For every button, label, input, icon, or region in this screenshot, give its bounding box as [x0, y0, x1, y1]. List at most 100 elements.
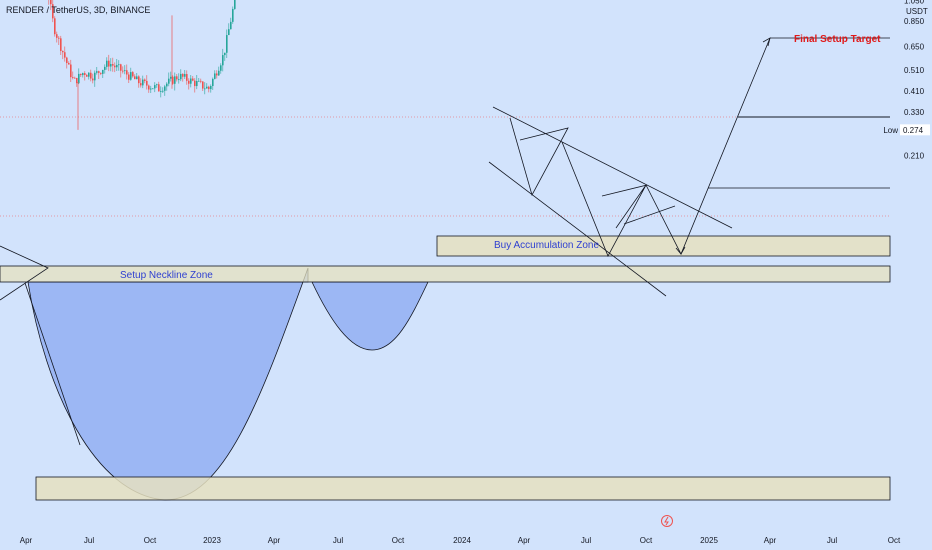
candle-body	[88, 72, 90, 77]
candle-body	[58, 37, 60, 39]
candle-body	[110, 64, 112, 67]
candle-body	[56, 34, 58, 38]
candle-body	[126, 70, 128, 75]
candle-body	[128, 74, 130, 80]
x-tick-label: Apr	[518, 536, 531, 545]
arrow-target	[762, 37, 771, 47]
y-tick-label: 1.050	[904, 0, 925, 6]
candle-body	[116, 64, 118, 68]
candle-body	[146, 80, 148, 86]
candle-body	[220, 65, 222, 71]
candle-body	[104, 66, 106, 70]
pattern-lines	[0, 37, 771, 446]
target-label: Final Setup Target	[794, 34, 881, 45]
x-tick-label: Oct	[640, 536, 653, 545]
x-tick-label: Oct	[392, 536, 405, 545]
price-tags: 30.67213.838High13.6676.6264.9982d 7h0.2…	[883, 124, 930, 136]
candle-body	[170, 76, 172, 79]
candle-body	[60, 38, 62, 51]
candle-body	[112, 64, 114, 66]
candle-body	[174, 76, 176, 84]
candle-body	[164, 86, 166, 91]
candle-body	[122, 70, 124, 72]
candle-body	[150, 88, 152, 90]
candle-body	[138, 76, 140, 84]
candle-body	[62, 50, 64, 53]
candle-body	[204, 88, 206, 90]
candle-body	[208, 86, 210, 90]
candle-body	[194, 80, 196, 87]
x-tick-label: Jul	[333, 536, 343, 545]
candle-body	[232, 8, 234, 22]
candle-body	[114, 65, 116, 68]
candle-body	[190, 78, 192, 84]
candle-body	[222, 55, 224, 66]
candle-body	[120, 64, 122, 71]
x-tick-label: 2025	[700, 536, 718, 545]
candle-body	[100, 72, 102, 74]
price-axis[interactable]: 34.00026.00020.00015.00012.0009.5007.500…	[904, 0, 929, 160]
candle-body	[184, 74, 186, 77]
candle-body	[142, 79, 144, 86]
candle-body	[226, 35, 228, 53]
candle-body	[178, 79, 180, 81]
candle-body	[66, 57, 68, 64]
lightning-icon[interactable]	[661, 515, 673, 527]
y-tick-label: 0.850	[904, 17, 925, 26]
y-tick-label: 0.510	[904, 66, 925, 75]
candle-body	[234, 0, 236, 9]
currency-label: USDT	[906, 7, 928, 16]
candle-body	[156, 84, 158, 86]
chart-title: RENDER / TetherUS, 3D, BINANCE	[6, 5, 151, 15]
bottom-zone	[35, 476, 891, 501]
x-tick-label: Jul	[827, 536, 837, 545]
candle-body	[90, 72, 92, 79]
y-tick-label: 0.650	[904, 43, 925, 52]
x-tick-label: Oct	[144, 536, 157, 545]
buy-zone-label: Buy Accumulation Zone	[494, 240, 599, 251]
candle-body	[78, 73, 80, 84]
candle-body	[148, 85, 150, 90]
candle-body	[188, 80, 190, 84]
candle-body	[172, 76, 174, 84]
x-tick-label: Jul	[581, 536, 591, 545]
left-triangle	[0, 245, 49, 301]
candle-body	[202, 81, 204, 89]
candle-body	[96, 71, 98, 73]
candle-body	[132, 72, 134, 77]
candle-body	[50, 0, 52, 5]
candle-body	[102, 69, 104, 74]
candle-body	[124, 70, 126, 72]
candle-body	[224, 52, 226, 56]
neckline-zone-label: Setup Neckline Zone	[120, 270, 213, 281]
candle-body	[144, 79, 146, 81]
candle-body	[136, 76, 138, 80]
neckline-zone	[0, 265, 891, 283]
price-tag-value: 0.274	[903, 126, 924, 135]
wedge-upper	[492, 106, 733, 229]
candle-body	[186, 74, 188, 81]
candle-body	[166, 83, 168, 87]
candle-body	[74, 77, 76, 79]
candle-body	[228, 29, 230, 36]
x-tick-label: 2024	[453, 536, 471, 545]
candle-body	[196, 81, 198, 87]
candle-body	[86, 74, 88, 77]
candle-body	[82, 73, 84, 76]
buy-accumulation-zone	[436, 235, 891, 257]
candle-body	[118, 64, 120, 66]
candle-body	[54, 18, 56, 35]
y-tick-label: 0.410	[904, 87, 925, 96]
y-tick-label: 0.330	[904, 108, 925, 117]
time-axis[interactable]: Apr Jul Oct 2023 Apr Jul Oct 2024 Apr Jul Oct 2025 A…	[20, 536, 901, 545]
flag-top	[601, 184, 648, 197]
candle-body	[52, 4, 54, 19]
arrow-bottom	[675, 246, 686, 255]
price-tag-box	[900, 124, 930, 136]
candle-body	[64, 52, 66, 58]
x-tick-label: Oct	[888, 536, 901, 545]
candle-body	[76, 77, 78, 84]
candle-body	[168, 78, 170, 84]
candle-body	[108, 60, 110, 67]
